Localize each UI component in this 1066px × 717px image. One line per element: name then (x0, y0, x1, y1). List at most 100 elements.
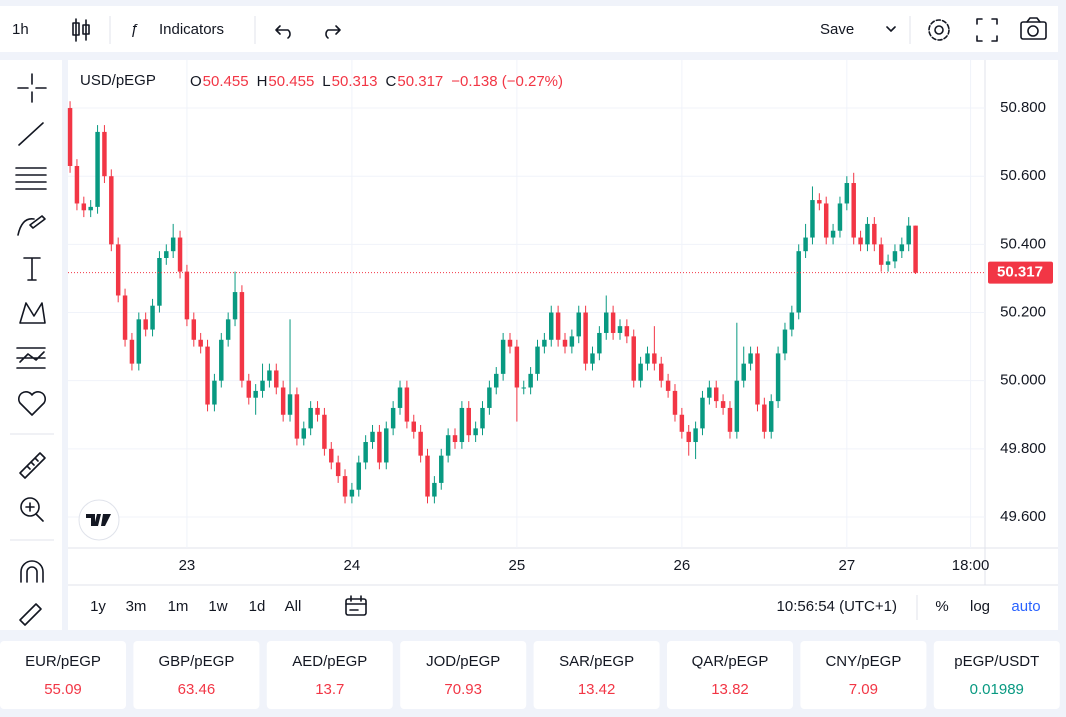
ticker-card[interactable] (667, 641, 793, 709)
zoom-icon[interactable] (20, 497, 44, 522)
candle-body (665, 380, 671, 391)
magnet-icon[interactable] (20, 560, 44, 583)
save-menu-icon[interactable] (886, 26, 896, 32)
x-tick-label: 26 (674, 557, 691, 574)
candle-body (555, 312, 561, 340)
text-icon[interactable] (23, 257, 41, 281)
chart-type-icon[interactable] (72, 18, 90, 42)
candle-body (487, 387, 492, 408)
ticker-name: QAR/pEGP (692, 653, 769, 670)
range-button[interactable]: 1w (208, 598, 227, 615)
undo-icon[interactable] (275, 25, 291, 39)
fullscreen-icon[interactable] (976, 18, 998, 42)
plot (67, 60, 985, 548)
ohlc-value: 50.455 (203, 73, 249, 90)
candle-body (913, 225, 918, 273)
ticker-card[interactable] (800, 641, 927, 709)
candle-body (528, 373, 533, 388)
date-range-icon[interactable] (345, 595, 367, 616)
favorites-icon[interactable] (17, 391, 47, 416)
ticker-value: 70.93 (444, 681, 482, 698)
ticker-value: 13.82 (711, 681, 749, 698)
candle-body (363, 442, 368, 463)
ticker-name: pEGP/USDT (954, 653, 1039, 670)
interval-button[interactable]: 1h (12, 21, 29, 38)
candle-body (700, 397, 705, 429)
top-toolbar (0, 6, 1058, 52)
candle-body (713, 387, 719, 402)
ticker-card[interactable] (133, 641, 260, 709)
candle-body (638, 363, 643, 381)
range-button[interactable]: 1m (168, 598, 189, 615)
candle-body (260, 380, 265, 391)
indicators-button[interactable]: Indicators (159, 21, 224, 38)
fib-icon[interactable] (15, 167, 47, 190)
candle-body (322, 414, 327, 449)
ticker-value: 7.09 (849, 681, 878, 698)
crosshair-icon[interactable] (17, 73, 47, 103)
candle-body (748, 353, 753, 364)
redo-icon[interactable] (325, 25, 341, 39)
percent-button[interactable]: % (935, 598, 948, 615)
save-button[interactable]: Save (820, 21, 854, 38)
candle-body (480, 407, 485, 429)
candle-body (782, 329, 788, 354)
candle-body (624, 326, 630, 337)
candle-body (844, 183, 850, 204)
candle-body (246, 380, 252, 398)
trend-line-icon[interactable] (18, 122, 44, 146)
fx-icon[interactable]: ƒ (130, 21, 138, 38)
auto-button[interactable]: auto (1011, 598, 1040, 615)
candle-body (102, 131, 107, 177)
range-button[interactable]: 1d (249, 598, 266, 615)
lock-draw-icon[interactable] (19, 603, 42, 626)
candle-body (610, 312, 616, 333)
prediction-icon[interactable] (16, 347, 46, 369)
candle-body (267, 370, 272, 381)
ticker-card[interactable] (533, 641, 660, 709)
candle-body (562, 339, 568, 347)
brush-icon[interactable] (17, 215, 46, 236)
ticker-card[interactable] (0, 641, 126, 709)
candle-body (617, 326, 623, 333)
log-button[interactable]: log (970, 598, 990, 615)
candle-body (170, 237, 176, 252)
candle-body (253, 390, 258, 398)
candle-body (837, 203, 843, 231)
ticker-value: 0.01989 (970, 681, 1024, 698)
candle-body (150, 305, 155, 330)
candle-body (542, 339, 547, 347)
candle-body (225, 319, 231, 340)
candle-body (899, 244, 905, 252)
y-tick-label: 50.200 (1000, 303, 1046, 320)
ticker-card[interactable] (400, 641, 527, 709)
candle-body (872, 223, 877, 245)
candle-body (212, 380, 217, 405)
range-button[interactable]: 3m (126, 598, 147, 615)
ticker-name: EUR/pEGP (25, 653, 101, 670)
candle-body (370, 431, 375, 443)
candle-body (500, 339, 506, 374)
candle-body (425, 455, 430, 497)
settings-icon[interactable] (928, 19, 950, 41)
range-button[interactable]: All (285, 598, 302, 615)
candle-body (95, 131, 100, 207)
candle-body (686, 431, 691, 443)
candle-body (768, 401, 774, 432)
candle-body (796, 251, 801, 313)
candle-body (198, 339, 203, 347)
ticker-strip: EUR/pEGP 55.09 GBP/pEGP 63.46 AED/pEGP 13.7 JO… (0, 641, 1060, 709)
ohlc-value: 50.455 (268, 73, 314, 90)
candle-body (404, 387, 410, 422)
screenshot-icon[interactable] (1020, 17, 1047, 40)
ohlc-value: 50.317 (397, 73, 443, 90)
ruler-icon[interactable] (19, 452, 46, 479)
candle-body (906, 225, 911, 245)
ticker-card[interactable] (266, 641, 393, 709)
ohlc-value: 50.313 (332, 73, 378, 90)
ticker-card[interactable] (933, 641, 1060, 709)
range-button[interactable]: 1y (90, 598, 106, 615)
pattern-icon[interactable] (19, 302, 46, 324)
symbol: USD/pEGP (80, 72, 156, 89)
candle-body (67, 108, 73, 166)
